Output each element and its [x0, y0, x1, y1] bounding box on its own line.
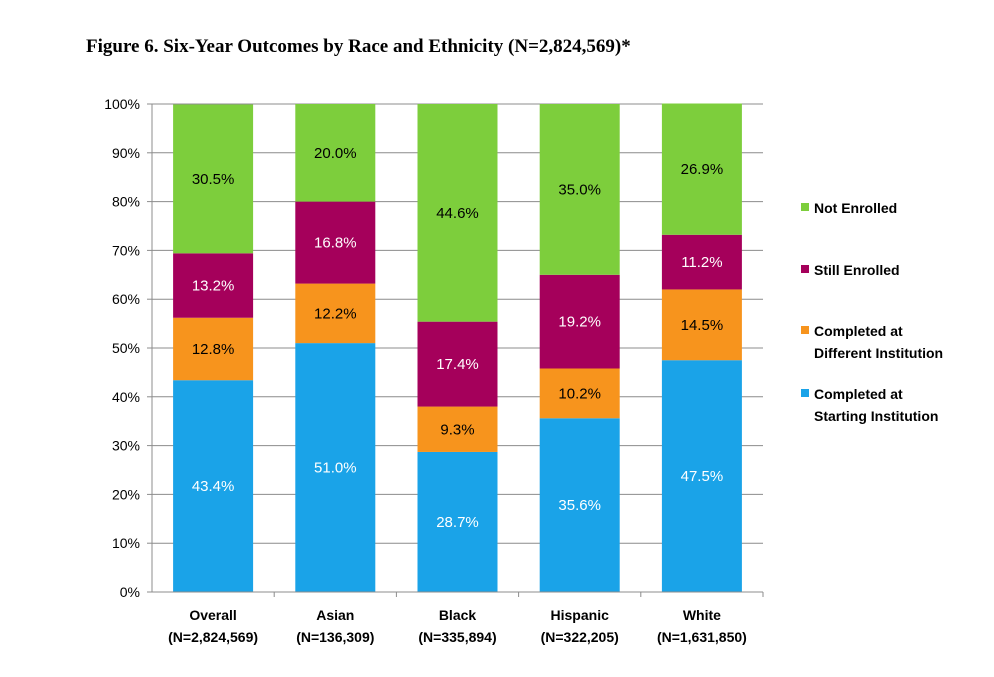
- bar-segment: [539, 104, 620, 275]
- data-label: 35.6%: [558, 497, 601, 514]
- legend-swatch: [801, 326, 809, 334]
- bar-segment: [295, 201, 376, 284]
- data-label: 16.8%: [314, 235, 357, 252]
- bar-segment: [417, 406, 498, 452]
- x-category-label: Black: [439, 607, 477, 623]
- data-label: 13.2%: [192, 278, 235, 295]
- data-label: 51.0%: [314, 460, 357, 477]
- x-category-count: (N=322,205): [541, 629, 619, 645]
- data-label: 28.7%: [436, 514, 479, 531]
- data-label: 17.4%: [436, 356, 479, 373]
- y-tick-label: 80%: [112, 194, 140, 210]
- bar-segment: [295, 283, 376, 344]
- bar-segment: [539, 274, 620, 369]
- bar-segment: [539, 418, 620, 592]
- y-tick-label: 60%: [112, 291, 140, 307]
- data-label: 30.5%: [192, 171, 235, 188]
- x-category-count: (N=136,309): [296, 629, 374, 645]
- data-label: 47.5%: [681, 468, 724, 485]
- legend-label: Completed at: [814, 386, 903, 402]
- x-category-count: (N=2,824,569): [168, 629, 258, 645]
- legend-swatch: [801, 203, 809, 211]
- legend-label: Different Institution: [814, 345, 943, 361]
- bars: 43.4% 12.8% 13.2% 30.5% 51.0% 12.2% 16.8% 20.0%…: [173, 103, 742, 592]
- x-axis: Overall (N=2,824,569) Asian (N=136,309) Blac…: [152, 591, 764, 645]
- legend-label: Still Enrolled: [814, 262, 900, 278]
- y-tick-label: 100%: [104, 96, 140, 112]
- bar-segment: [417, 451, 498, 592]
- x-category-label: Overall: [189, 607, 236, 623]
- y-axis: 0% 10% 20% 30% 40% 50% 60% 70% 80% 90% 100%: [104, 96, 153, 600]
- bar-segment: [661, 103, 742, 235]
- data-label: 43.4%: [192, 478, 235, 495]
- y-tick-label: 20%: [112, 486, 140, 502]
- bar-segment: [539, 368, 620, 419]
- bar-segment: [661, 234, 742, 290]
- y-tick-label: 40%: [112, 389, 140, 405]
- bar-segment: [295, 104, 376, 202]
- bar-segment: [417, 104, 498, 322]
- x-category-count: (N=1,631,850): [657, 629, 747, 645]
- bar-segment: [417, 321, 498, 407]
- legend-label: Not Enrolled: [814, 200, 897, 216]
- y-tick-label: 0%: [120, 584, 140, 600]
- chart-title: Figure 6. Six-Year Outcomes by Race and …: [86, 36, 631, 57]
- y-tick-label: 90%: [112, 145, 140, 161]
- legend-swatch: [801, 389, 809, 397]
- x-category-label: Hispanic: [551, 607, 610, 623]
- y-tick-label: 50%: [112, 340, 140, 356]
- data-label: 26.9%: [681, 161, 724, 178]
- data-label: 11.2%: [681, 254, 722, 271]
- bar-segment: [173, 104, 254, 254]
- bar-segment: [661, 360, 742, 592]
- legend: Not Enrolled Still Enrolled Completed at Di…: [801, 200, 943, 424]
- data-label: 19.2%: [558, 314, 601, 331]
- data-label: 35.0%: [558, 181, 601, 198]
- data-label: 9.3%: [440, 421, 474, 438]
- data-label: 10.2%: [558, 385, 601, 402]
- bar-segment: [661, 289, 742, 361]
- x-category-label: Asian: [316, 607, 354, 623]
- bar-segment: [173, 317, 254, 381]
- legend-label: Completed at: [814, 323, 903, 339]
- data-label: 12.2%: [314, 305, 357, 322]
- bar-segment: [173, 380, 254, 592]
- y-tick-label: 10%: [112, 535, 140, 551]
- legend-swatch: [801, 265, 809, 273]
- x-category-label: White: [683, 607, 721, 623]
- y-tick-label: 30%: [112, 438, 140, 454]
- bar-segment: [295, 343, 376, 592]
- legend-label: Starting Institution: [814, 408, 938, 424]
- data-label: 12.8%: [192, 341, 235, 358]
- bar-segment: [173, 253, 254, 318]
- y-tick-label: 70%: [112, 242, 140, 258]
- data-label: 20.0%: [314, 145, 357, 162]
- data-label: 44.6%: [436, 205, 479, 222]
- x-category-count: (N=335,894): [418, 629, 496, 645]
- data-label: 14.5%: [681, 317, 724, 334]
